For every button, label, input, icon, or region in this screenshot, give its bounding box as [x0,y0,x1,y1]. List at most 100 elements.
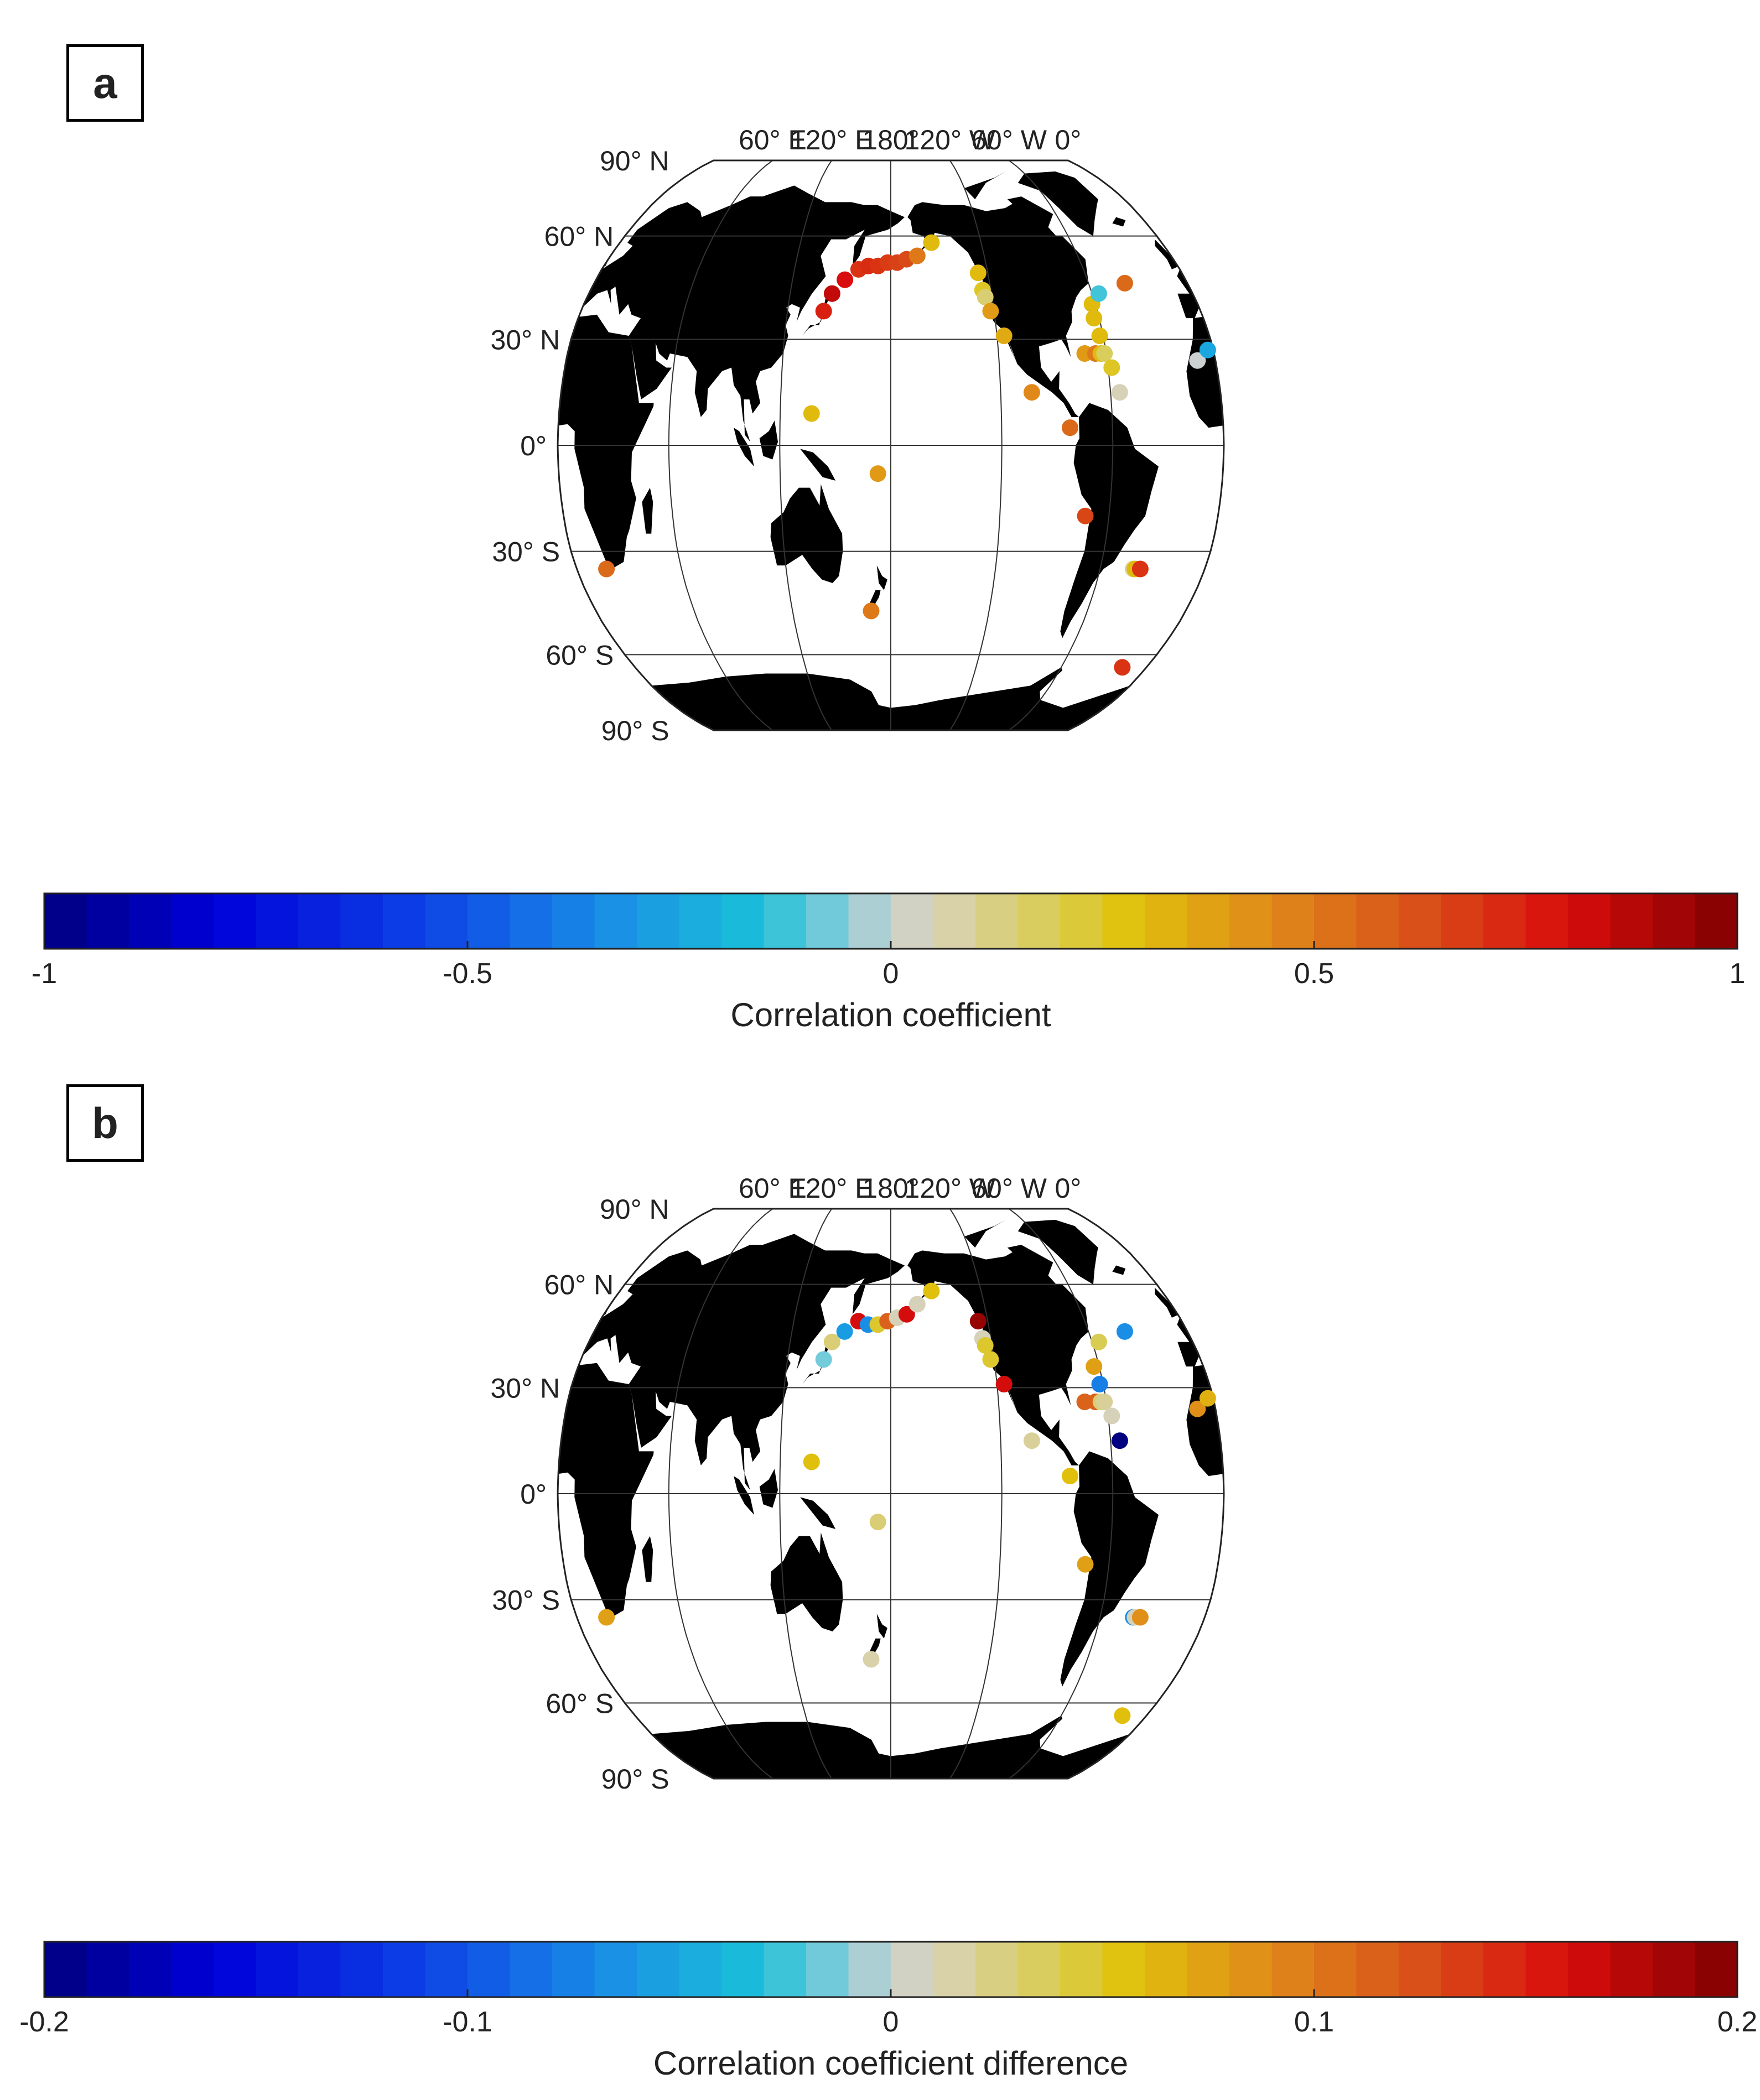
colorbar-segment [1102,893,1145,949]
station-point [598,1609,615,1626]
landmass-nzs [265,1639,282,1660]
landmass-nzn [1494,565,1507,590]
colorbar-segment [975,893,1019,949]
landmass-samerica [408,403,506,638]
meridian-line [1008,1208,1114,1779]
colorbar-segment [468,893,511,949]
lon-label: 0° [1055,1173,1081,1204]
lat-label: 30° N [490,324,560,355]
landmass-madagascar [1294,1536,1312,1582]
colorbar-segment [129,1942,172,1997]
colorbar-segment [891,893,934,949]
station-point [977,1337,994,1354]
landmass-arctic_is [558,1219,612,1248]
landmass-madagascar [1294,488,1312,534]
landmass-arctic_is [42,1220,217,1247]
station-point [977,289,994,305]
colorbar-segment [1356,1942,1399,1997]
landmass-nzs [265,590,282,611]
colorbar-segment [44,893,87,949]
colorbar-tick-label: -0.2 [19,2006,69,2038]
colorbar-segment [298,1942,341,1997]
colorbar-segment [806,1942,849,1997]
landmass-borneo [759,1469,778,1508]
colorbar-segment [806,893,849,949]
meridian-line [779,1208,833,1779]
colorbar-segment [1483,1942,1527,1997]
landmass-namerica [0,199,87,417]
colorbar-segment [848,1942,891,1997]
station-point [1103,359,1120,376]
landmass-nzs [1461,1639,1491,1660]
station-point [969,1313,987,1330]
station-point [803,1453,820,1470]
colorbar-segment [1187,893,1230,949]
panel-a: -1 -0.5 0 0.5 1 Correlation coefficient 90° N… [0,0,1760,1048]
colorbar-segment [383,1942,426,1997]
landmass-namerica [362,199,554,417]
landmass-samerica [1060,1451,1159,1687]
colorbar-segment [256,893,299,949]
colorbar-segment [1568,893,1611,949]
colorbar-segment [1060,893,1103,949]
landmass-japan [1428,290,1450,336]
station-point [1189,352,1206,369]
landmass-eurasia [560,1234,905,1490]
colorbar-segment [679,1942,722,1997]
landmass-newguinea [1466,1497,1499,1529]
landmass-nzs [1461,590,1491,611]
station-point [1111,384,1128,401]
colorbar-segment [1525,1942,1569,1997]
landmass-australia [120,484,217,583]
station-point [863,602,880,620]
station-point [908,247,926,264]
colorbar-segment [891,1942,934,1997]
landmass-australia [1408,1532,1491,1631]
colorbar-segment [637,893,680,949]
lon-label: 180° [862,124,919,155]
colorbar-segment [1653,893,1696,949]
landmass-baffin [4,196,100,230]
station-point [803,405,820,422]
station-point [923,234,940,251]
landmass-arctic_is [964,1219,1006,1248]
station-point [1062,1468,1078,1485]
landmass-newguinea [134,1497,173,1529]
colorbar-segment [1399,893,1442,949]
lon-label: 120° W [905,1173,996,1204]
station-point [1096,345,1113,362]
station-point [863,1651,880,1668]
landmass-arctic_is [558,171,612,200]
landmass-antarctica [35,1716,536,1779]
colorbar-segment [721,893,765,949]
colorbar-segment [1060,1942,1103,1997]
lon-label: 120° E [790,124,874,155]
landmass-iceland [1112,217,1126,227]
landmass-borneo [94,420,112,459]
station-point [898,1306,915,1323]
lat-label: 30° S [492,537,560,568]
colorbar-segment [1229,893,1273,949]
landmass-nzn [876,1614,887,1639]
landmass-arctic_is [42,171,217,199]
landmass-uk [15,1288,81,1318]
colorbar-segment [933,1942,976,1997]
landmass-baffin [1007,196,1053,230]
colorbar-segment [129,893,172,949]
colorbar-tick-label: 0 [883,2006,899,2038]
colorbar-segment [1695,1942,1738,1997]
lat-label: 30° N [490,1373,560,1404]
colorbar-segment [679,893,722,949]
colorbar-segment [510,893,553,949]
colorbar: -1 -0.5 0 0.5 1 Correlation coefficient [32,892,1745,1033]
colorbar-segment [1441,893,1484,949]
lon-label: 120° E [790,1173,874,1204]
colorbar-title: Correlation coefficient [730,996,1051,1033]
colorbar-tick-label: 0 [883,958,899,990]
lat-label: 30° S [492,1585,560,1616]
station-point [1116,1323,1133,1340]
colorbar-segment [552,1942,595,1997]
station-point [1086,310,1103,327]
colorbar-segment [1525,893,1569,949]
graticule [557,159,1225,731]
